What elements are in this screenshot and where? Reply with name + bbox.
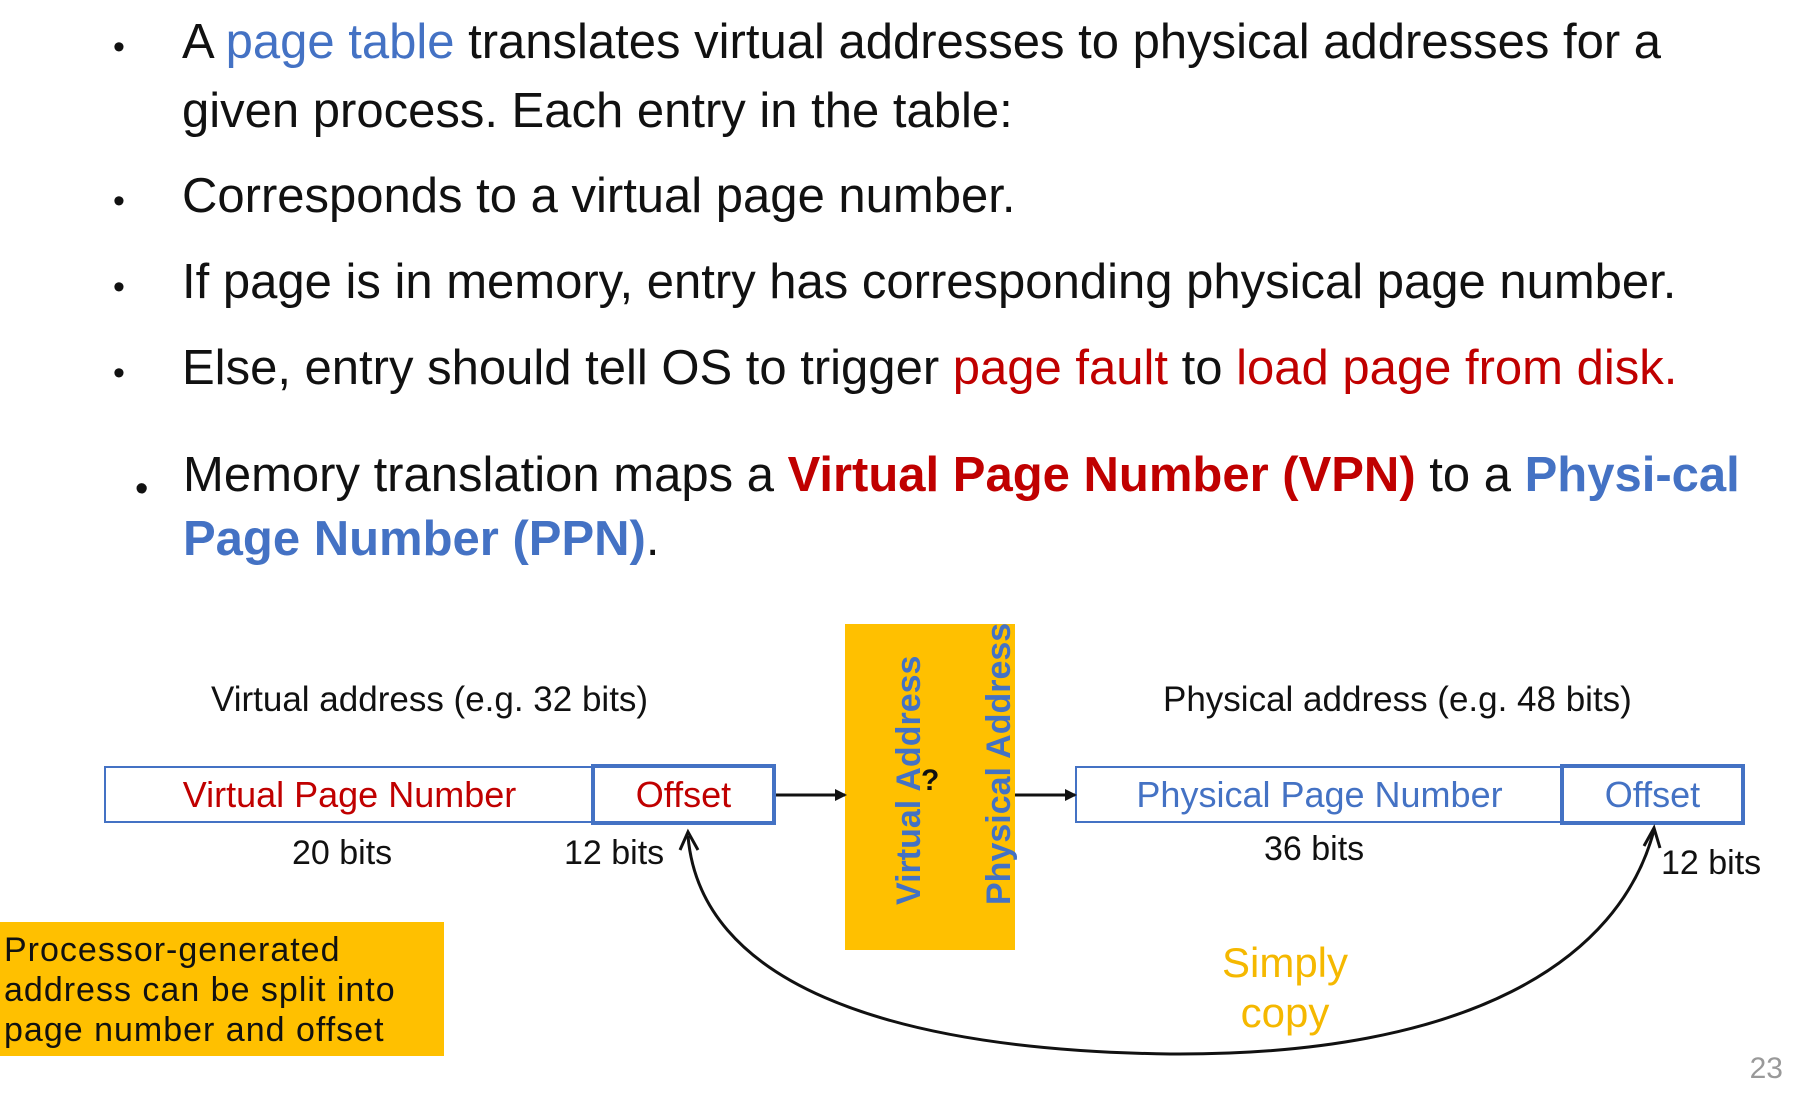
bullet-marker: • — [113, 28, 125, 66]
bullet-text: translates virtual addresses to physical… — [182, 15, 1661, 138]
copy-arrowhead-right — [1642, 824, 1662, 849]
bullet-text: to — [1168, 341, 1237, 395]
ppn-box: Physical Page Number — [1075, 766, 1564, 823]
bullet-page-table: A page table translates virtual addresse… — [182, 8, 1742, 146]
bullet-text: Corresponds to a virtual page number. — [182, 169, 1016, 223]
physical-offset-box: Offset — [1560, 764, 1745, 825]
note-box: Processor-generated address can be split… — [0, 922, 444, 1056]
simply-copy-label: Simply copy — [1221, 939, 1349, 1036]
copy-arrowhead-left — [678, 828, 700, 851]
bullet-text: Memory translation maps a — [183, 448, 788, 502]
bullet-marker: • — [135, 468, 149, 510]
bullet-text: If page is in memory, entry has correspo… — [182, 255, 1677, 309]
bullet-marker: • — [113, 268, 125, 306]
virtual-offset-box: Offset — [591, 764, 776, 825]
term-page-fault: page fault — [952, 341, 1168, 395]
physical-address-label: Physical address (e.g. 48 bits) — [1163, 680, 1632, 719]
ppn-bits-label: 36 bits — [1264, 830, 1365, 868]
term-load-page: load page from disk. — [1236, 341, 1678, 395]
term-ppn: Physi-cal Page Number (PPN) — [183, 448, 1740, 566]
copy-offset-curve — [686, 829, 1656, 1056]
translator-question-mark: ? — [921, 764, 940, 797]
bullet-text: Else, entry should tell OS to trigger — [182, 341, 953, 395]
bullet-text: . — [645, 512, 660, 566]
note-text: Processor-generated address can be split… — [4, 931, 396, 1049]
bullet-marker: • — [113, 182, 125, 220]
physical-offset-bits-label: 12 bits — [1661, 844, 1762, 882]
bullet-text: A — [182, 15, 226, 69]
bullet-marker: • — [113, 354, 125, 392]
bullet-in-memory: If page is in memory, entry has correspo… — [182, 248, 1676, 317]
bullet-text: to a — [1415, 448, 1525, 502]
translation-block: Virtual Address Physical Address — [845, 623, 1018, 950]
virtual-offset-bits-label: 12 bits — [564, 834, 665, 872]
virtual-address-label: Virtual address (e.g. 32 bits) — [211, 680, 649, 719]
vpn-box: Virtual Page Number — [104, 766, 595, 823]
bullet-vpn-correspond: Corresponds to a virtual page number. — [182, 162, 1015, 231]
bullet-page-fault: Else, entry should tell OS to trigger pa… — [182, 334, 1677, 403]
term-page-table: page table — [225, 15, 455, 69]
vpn-bits-label: 20 bits — [292, 834, 393, 872]
bullet-memory-translation: Memory translation maps a Virtual Page N… — [183, 443, 1743, 571]
slide-page-number: 23 — [1749, 1052, 1783, 1085]
term-vpn: Virtual Page Number (VPN) — [787, 448, 1416, 502]
